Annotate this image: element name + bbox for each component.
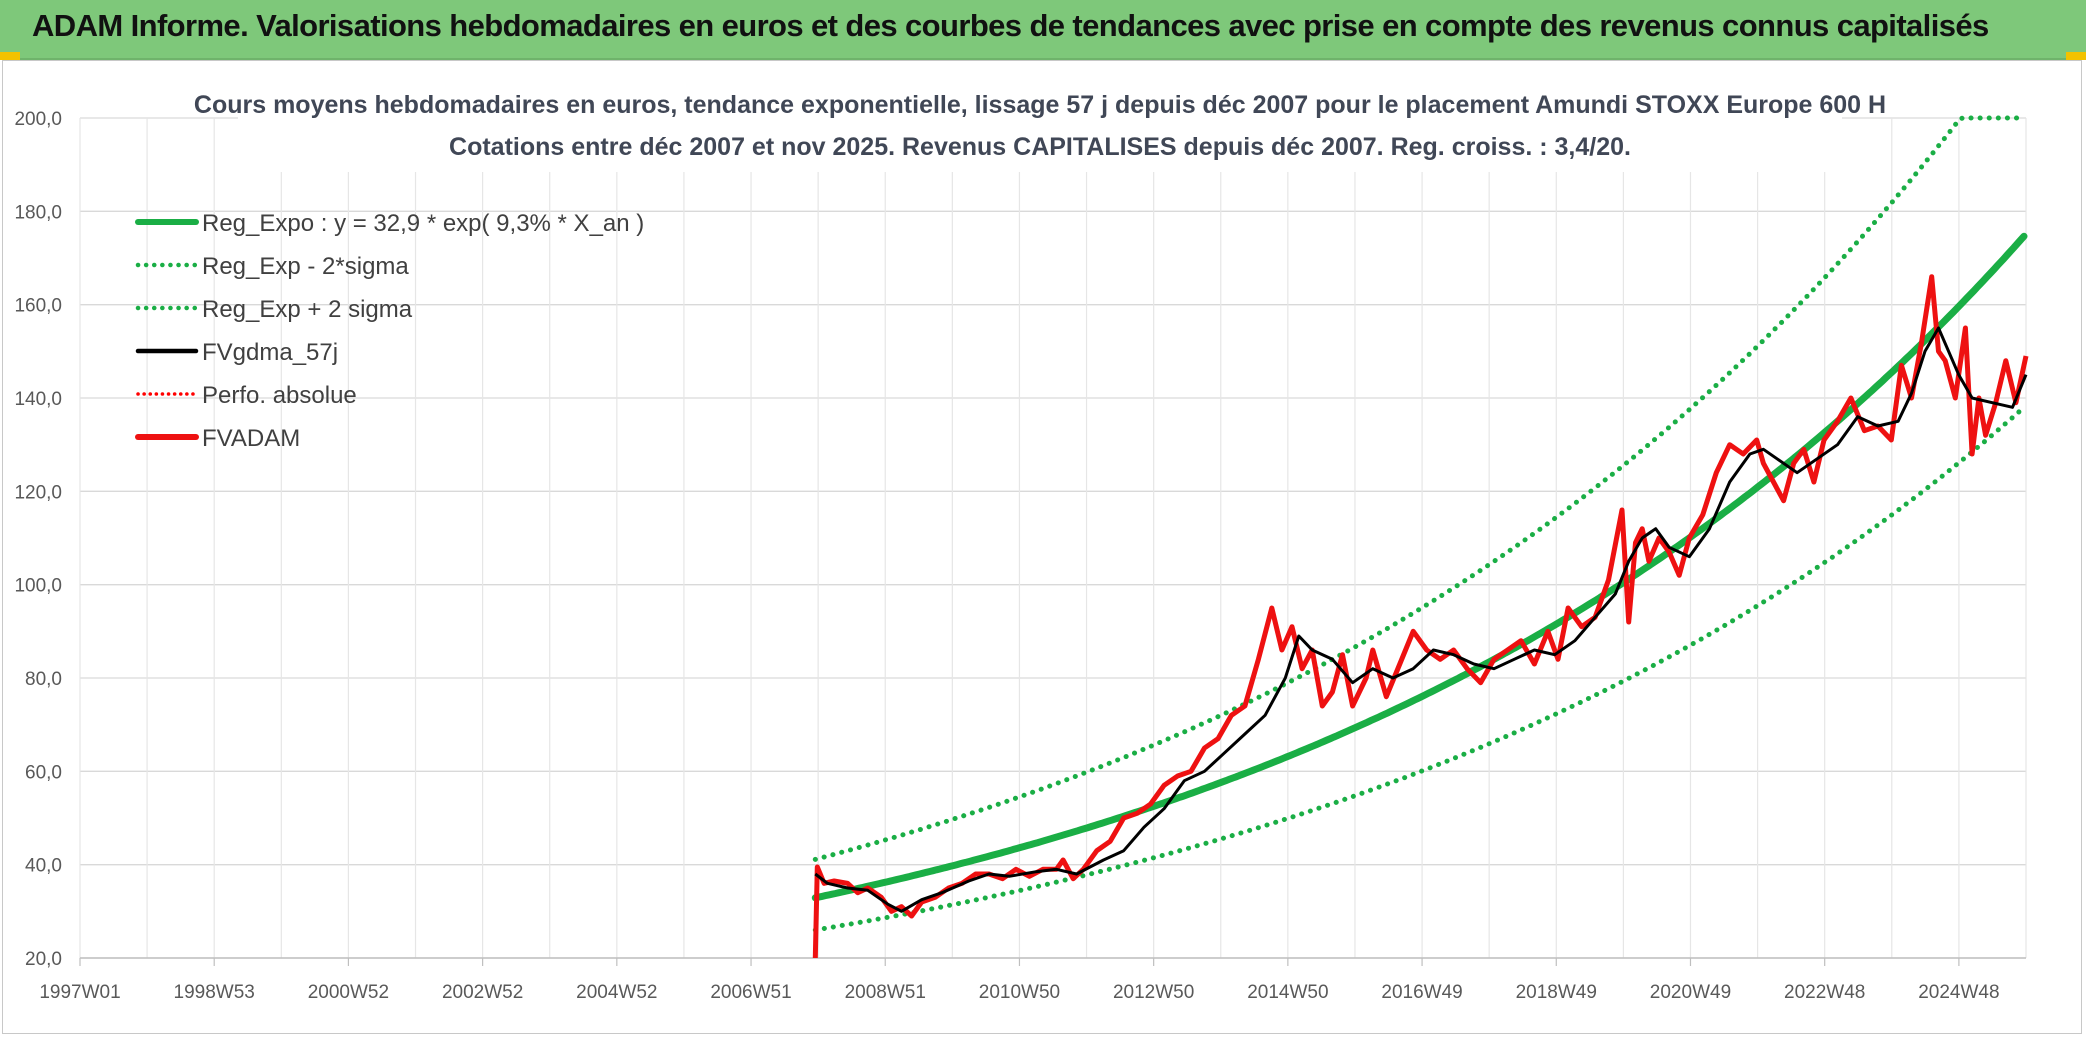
x-tick-label: 2016W49 [1381, 982, 1462, 1003]
title-background [238, 82, 1842, 172]
x-tick-label: 2020W49 [1650, 982, 1731, 1003]
y-tick-label: 20,0 [25, 949, 62, 970]
legend: Reg_Expo : y = 32,9 * exp( 9,3% * X_an )… [135, 210, 644, 452]
x-tick-label: 1998W53 [174, 982, 255, 1003]
corner-marker-right [2066, 52, 2086, 60]
x-tick-label: 1997W01 [39, 982, 120, 1003]
series-reg-plus-2sigma [812, 115, 2027, 862]
legend-label: Reg_Expo : y = 32,9 * exp( 9,3% * X_an ) [202, 210, 644, 237]
x-tick-label: 2000W52 [308, 982, 389, 1003]
y-tick-label: 100,0 [14, 576, 62, 597]
chart-title: Cours moyens hebdomadaires en euros, ten… [194, 91, 1886, 119]
chart-frame [2, 60, 2082, 1034]
x-tick-label: 2002W52 [442, 982, 523, 1003]
y-tick-label: 40,0 [25, 856, 62, 877]
series-fvgdma-57j [814, 326, 2028, 913]
x-tick-label: 2008W51 [845, 982, 926, 1003]
x-tick-label: 2018W49 [1516, 982, 1597, 1003]
grid-lines [79, 117, 2027, 959]
series-lines [811, 115, 2029, 959]
series-reg-expo [811, 232, 2028, 902]
title-banner: ADAM Informe. Valorisations hebdomadaire… [0, 0, 2086, 60]
x-tick-label: 2022W48 [1784, 982, 1865, 1003]
legend-label: FVgdma_57j [202, 339, 338, 366]
y-axis-ticks: 200,0 180,0 160,0 140,0 120,0 100,0 80,0 60,0 40… [14, 109, 62, 970]
x-tick-label: 2010W50 [979, 982, 1060, 1003]
x-tick-label: 2012W50 [1113, 982, 1194, 1003]
legend-label: FVADAM [202, 425, 300, 452]
y-tick-label: 80,0 [25, 669, 62, 690]
y-tick-label: 180,0 [14, 202, 62, 223]
series-reg-minus-2sigma [812, 404, 2027, 933]
x-tick-label: 2004W52 [576, 982, 657, 1003]
chart-subtitle: Cotations entre déc 2007 et nov 2025. Re… [449, 133, 1631, 161]
banner-title: ADAM Informe. Valorisations hebdomadaire… [32, 8, 1989, 43]
legend-label: Reg_Exp - 2*sigma [202, 253, 409, 280]
y-tick-label: 60,0 [25, 762, 62, 783]
x-tick-label: 2006W51 [710, 982, 791, 1003]
x-tick-label: 2014W50 [1247, 982, 1328, 1003]
y-tick-label: 160,0 [14, 296, 62, 317]
x-axis-ticks: 1997W01 1998W53 2000W52 2002W52 2004W52 2006W… [39, 958, 2000, 1003]
legend-label: Reg_Exp + 2 sigma [202, 296, 413, 323]
y-tick-label: 140,0 [14, 389, 62, 410]
corner-marker-left [0, 52, 20, 60]
y-tick-label: 200,0 [14, 109, 62, 130]
legend-label: Perfo. absolue [202, 382, 357, 409]
x-tick-label: 2024W48 [1918, 982, 1999, 1003]
y-tick-label: 120,0 [14, 482, 62, 503]
